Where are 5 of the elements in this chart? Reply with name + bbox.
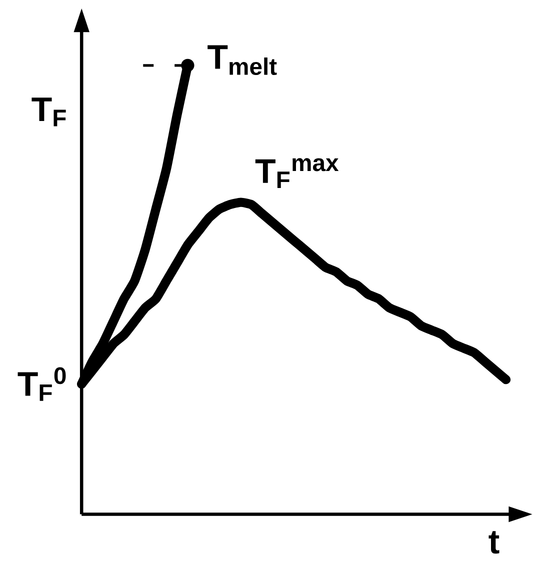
annotation: T$_{melt}$: [208, 45, 277, 76]
x-axis-title: t: [488, 531, 500, 554]
annotation: T$_{F}$max: [255, 158, 339, 188]
y-axis-title: T$_{F}$: [32, 98, 66, 126]
text: T$_{F}$0: [18, 367, 66, 401]
